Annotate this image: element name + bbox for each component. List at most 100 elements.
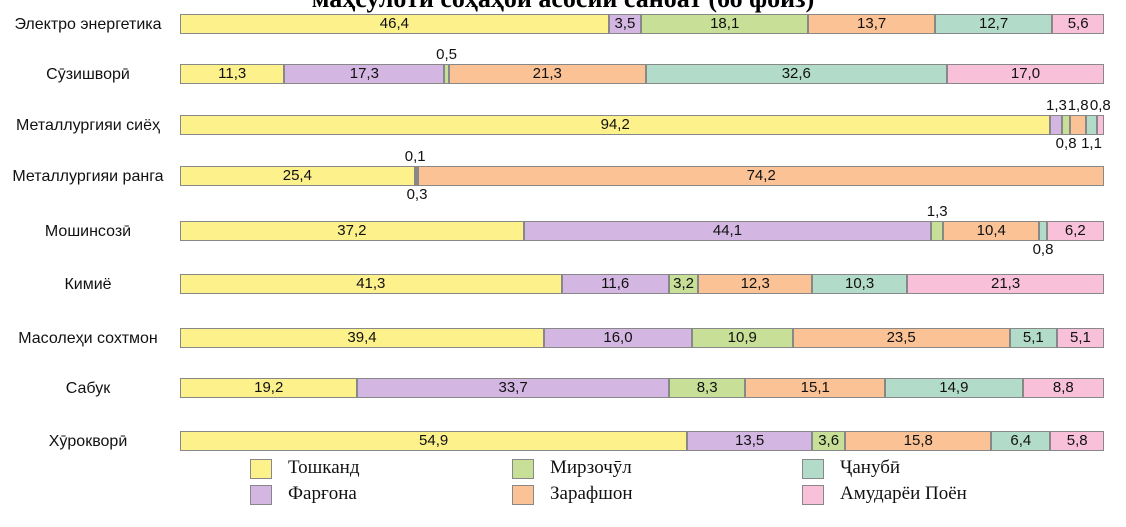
value-label: 23,5 — [886, 329, 916, 346]
value-label: 14,9 — [939, 379, 969, 396]
bar-segment — [1009, 328, 1057, 348]
value-label: 5,1 — [1070, 329, 1091, 346]
value-label: 21,3 — [532, 65, 562, 82]
category-label: Электро энергетика — [14, 15, 162, 33]
value-label: 21,3 — [990, 275, 1021, 292]
category-label: Хӯрокворӣ — [48, 432, 128, 450]
category-label: Сӯзишворӣ — [46, 65, 130, 83]
value-label: 33,7 — [498, 379, 528, 396]
legend-label: Тошканд — [288, 457, 360, 478]
value-label: 1,8 — [1067, 97, 1089, 114]
bar-segment — [608, 14, 642, 34]
value-label: 5,6 — [1067, 15, 1089, 32]
legend-label: Ҷанубӣ — [840, 457, 901, 478]
value-label: 1,3 — [1045, 97, 1067, 114]
bar-segment — [180, 221, 524, 241]
value-label: 10,3 — [844, 275, 875, 292]
value-label: 13,5 — [735, 432, 765, 449]
bar-segment — [1052, 14, 1104, 34]
value-label: 8,3 — [696, 379, 718, 396]
value-label: 0,8 — [1055, 135, 1077, 152]
value-label: 13,7 — [857, 15, 887, 32]
bar-segment — [284, 64, 445, 84]
category-label: Металлургияи сиёҳ — [16, 116, 160, 134]
value-label: 5,8 — [1066, 432, 1088, 449]
bar-segment — [645, 64, 947, 84]
legend-swatch — [802, 485, 824, 505]
legend-label: Мирзочӯл — [550, 457, 632, 478]
value-label: 1,1 — [1081, 135, 1102, 152]
bar-segment — [561, 274, 669, 294]
value-label: 15,8 — [903, 432, 933, 449]
bar-segment — [180, 64, 285, 84]
legend-label: Амударёи Поён — [840, 483, 967, 504]
bar-segment — [1039, 221, 1047, 241]
bar-segment — [991, 431, 1051, 451]
bar-segment — [812, 274, 908, 294]
bar-segment — [931, 221, 944, 241]
legend-label: Фарғона — [288, 483, 357, 504]
bar-segment — [1022, 378, 1104, 398]
bar-segment — [523, 221, 932, 241]
category-label: Масолеҳи сохтмон — [18, 329, 158, 347]
bar-segment — [808, 14, 935, 34]
legend-label: Зарафшон — [550, 483, 633, 504]
bar-segment — [907, 274, 1104, 294]
bar-segment — [698, 274, 812, 294]
bar-segment — [180, 166, 415, 186]
value-label: 39,4 — [347, 329, 377, 346]
legend-swatch — [250, 485, 272, 505]
bar-segment — [792, 328, 1010, 348]
value-label: 94,2 — [600, 116, 630, 133]
value-label: 5,1 — [1022, 329, 1044, 346]
bar-segment — [885, 378, 1023, 398]
legend-swatch — [802, 459, 824, 479]
value-label: 3,2 — [673, 275, 695, 292]
bar-segment — [934, 14, 1053, 34]
value-label: 12,7 — [978, 15, 1009, 32]
bar-segment — [845, 431, 992, 451]
value-label: 1,3 — [926, 203, 948, 220]
value-label: 46,4 — [379, 15, 409, 32]
value-label: 12,3 — [740, 275, 770, 292]
bar-segment — [357, 378, 669, 398]
value-label: 0,3 — [406, 186, 428, 203]
bar-segment — [180, 14, 609, 34]
value-label: 15,1 — [800, 379, 830, 396]
bar-segment — [1046, 221, 1104, 241]
bar-segment — [691, 328, 793, 348]
value-label: 0,5 — [436, 46, 457, 63]
legend-swatch — [512, 485, 534, 505]
bar-segment — [641, 14, 809, 34]
value-label: 0,8 — [1089, 97, 1111, 114]
value-label: 74,2 — [746, 167, 776, 184]
value-label: 19,2 — [254, 379, 284, 396]
bar-segment — [180, 274, 562, 294]
category-label: Сабук — [65, 379, 111, 397]
bar-segment — [415, 166, 419, 186]
value-label: 3,5 — [614, 15, 636, 32]
value-label: 6,2 — [1064, 222, 1086, 239]
bar-segment — [668, 274, 699, 294]
bar-segment — [180, 328, 545, 348]
bar-segment — [1062, 115, 1070, 135]
bar-segment — [668, 378, 746, 398]
bar-segment — [1069, 115, 1087, 135]
value-label: 41,3 — [356, 275, 386, 292]
value-label: 44,1 — [712, 222, 743, 239]
bar-segment — [180, 431, 688, 451]
bar-segment — [1056, 328, 1104, 348]
value-label: 0,8 — [1032, 241, 1054, 258]
bar-segment — [687, 431, 812, 451]
bar-segment — [1050, 431, 1104, 451]
bar-segment — [946, 64, 1104, 84]
bar-segment — [1096, 115, 1104, 135]
bar-segment — [444, 64, 449, 84]
bar-segment — [180, 378, 358, 398]
bar-segment — [812, 431, 846, 451]
value-label: 25,4 — [282, 167, 312, 184]
bar-segment — [418, 166, 1104, 186]
legend-swatch — [512, 459, 534, 479]
value-label: 8,8 — [1052, 379, 1074, 396]
